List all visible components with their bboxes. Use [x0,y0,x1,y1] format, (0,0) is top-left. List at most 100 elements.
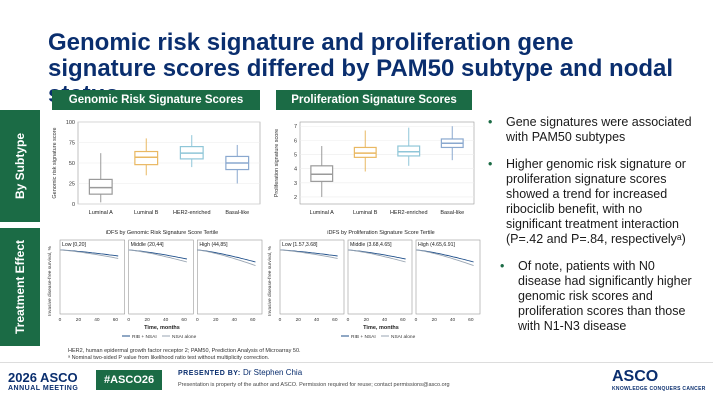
x-tick-label: 20 [144,317,150,323]
x-tick-label: 0 [415,317,418,323]
presenter: PRESENTED BY: Dr Stephen Chia [178,368,303,377]
header-prolif: Proliferation Signature Scores [276,90,472,110]
y-tick-label: 0 [72,202,75,208]
x-tick-label: 60 [468,317,474,323]
x-axis-label: Time, months [144,325,180,331]
y-tick-label: 50 [69,161,75,167]
x-tick-label: HER2-enriched [173,210,211,216]
y-axis-label: Genomic risk signature score [52,127,58,198]
y-tick-label: 6 [294,138,297,144]
x-tick-label: 60 [181,317,187,323]
y-tick-label: 2 [294,195,297,201]
y-tick-label: 25 [69,182,75,188]
y-axis-label: Invasive disease-free survival, % [47,245,53,316]
section-by-subtype-label: By Subtype [13,132,28,200]
y-tick-label: 5 [294,153,297,159]
hashtag-badge: #ASCO26 [96,370,163,390]
km-panel [347,239,413,315]
y-axis-label: Proliferation signature score [274,129,280,197]
footnote-line: ᵃ Nominal two-sided P value from likelih… [68,355,270,361]
x-axis-label: Time, months [363,325,399,331]
x-tick-label: 60 [250,317,256,323]
x-tick-label: 0 [127,317,130,323]
km-panel [128,239,194,315]
km-panel [197,239,263,315]
x-tick-label: 40 [232,317,238,323]
slide-title: Genomic risk signature and proliferation… [48,29,674,108]
km-curve-nsai [128,249,188,263]
footnote: HER2, human epidermal growth factor rece… [68,348,301,362]
x-tick-label: 20 [296,317,302,323]
key-points: • Gene signatures were associated with PA… [488,115,698,346]
x-tick-label: 0 [59,317,62,323]
x-tick-label: 20 [76,317,82,323]
km-panel-label: Low [1.57,3.68] [282,242,318,248]
x-tick-label: Luminal A [89,210,113,216]
x-tick-label: 40 [94,317,100,323]
x-tick-label: HER2-enriched [390,210,428,216]
bullet-text: Gene signatures were associated with PAM… [506,115,692,144]
km-title: iDFS by Proliferation Signature Score Te… [327,230,435,236]
bullet-item: • Of note, patients with N0 disease had s… [500,259,692,333]
x-tick-label: 60 [332,317,338,323]
x-tick-label: 20 [213,317,219,323]
km-panel-label: Low [0,20] [62,242,86,248]
bullet-text: Higher genomic risk signature or prolife… [506,157,686,246]
x-tick-label: 60 [113,317,119,323]
asco-logo: ASCO KNOWLEDGE CONQUERS CANCER [612,368,706,392]
legend-label: NSAI alone [172,334,197,340]
prolif-km-plots: iDFS by Proliferation Signature Score Te… [266,226,484,346]
x-tick-label: 40 [450,317,456,323]
x-tick-label: 0 [196,317,199,323]
legend-label: RIB + NSAI [132,334,157,340]
x-tick-label: 60 [400,317,406,323]
km-curve-nsai [59,249,119,259]
km-curve-nsai [347,249,406,263]
bullet-item: • Gene signatures were associated with PA… [488,115,692,144]
y-axis-label: Invasive disease-free survival, % [267,245,273,316]
x-tick-label: 0 [279,317,282,323]
legend-label: NSAI alone [391,334,416,340]
y-tick-label: 100 [66,120,75,126]
km-panel-label: Middle (20,44] [131,242,164,248]
km-panel [59,239,125,315]
section-by-subtype: By Subtype [0,110,40,222]
km-panel-label: High (44,85] [199,242,228,248]
x-tick-label: Basal-like [440,210,464,216]
plot-area [299,121,475,205]
x-tick-label: Luminal A [310,210,334,216]
km-panel-label: High (4.65,6.91] [418,242,455,248]
km-panel [279,239,345,315]
section-treatment-effect-label: Treatment Effect [13,239,27,335]
km-title: iDFS by Genomic Risk Signature Score Ter… [106,230,218,236]
km-panel [415,239,481,315]
y-tick-label: 3 [294,181,297,187]
km-curve-nsai [415,249,474,267]
y-tick-label: 4 [294,167,297,173]
legend-label: RIB + NSAI [351,334,376,340]
bullet-item: • Higher genomic risk signature or prolif… [488,157,686,246]
prolif-boxplot: 2 3 4 5 6 7 Proliferation signature score Lumin… [270,114,480,224]
x-tick-label: 20 [364,317,370,323]
x-tick-label: Luminal B [353,210,378,216]
presentation-note: Presentation is property of the author a… [178,382,450,388]
grs-boxplot: 0 25 50 75 100 Genomic risk signature score Lu… [48,114,266,224]
box [88,178,113,195]
grs-km-plots: iDFS by Genomic Risk Signature Score Ter… [46,226,266,346]
bullet-text: Of note, patients with N0 disease had si… [518,259,692,333]
km-curve-nsai [197,249,256,267]
section-treatment-effect: Treatment Effect [0,228,40,346]
x-tick-label: Basal-like [225,210,249,216]
y-tick-label: 7 [294,124,297,130]
header-grs: Genomic Risk Signature Scores [52,90,260,110]
km-curve-nsai [279,249,338,259]
x-tick-label: 40 [382,317,388,323]
footnote-line: HER2, human epidermal growth factor rece… [68,348,301,354]
x-tick-label: 20 [432,317,438,323]
box [134,150,159,166]
x-tick-label: Luminal B [134,210,159,216]
x-tick-label: 40 [163,317,169,323]
y-tick-label: 75 [69,141,75,147]
km-panel-label: Middle (3.68,4.65] [350,242,392,248]
meeting-logo: 2026 ASCO ANNUAL MEETING [8,370,79,392]
